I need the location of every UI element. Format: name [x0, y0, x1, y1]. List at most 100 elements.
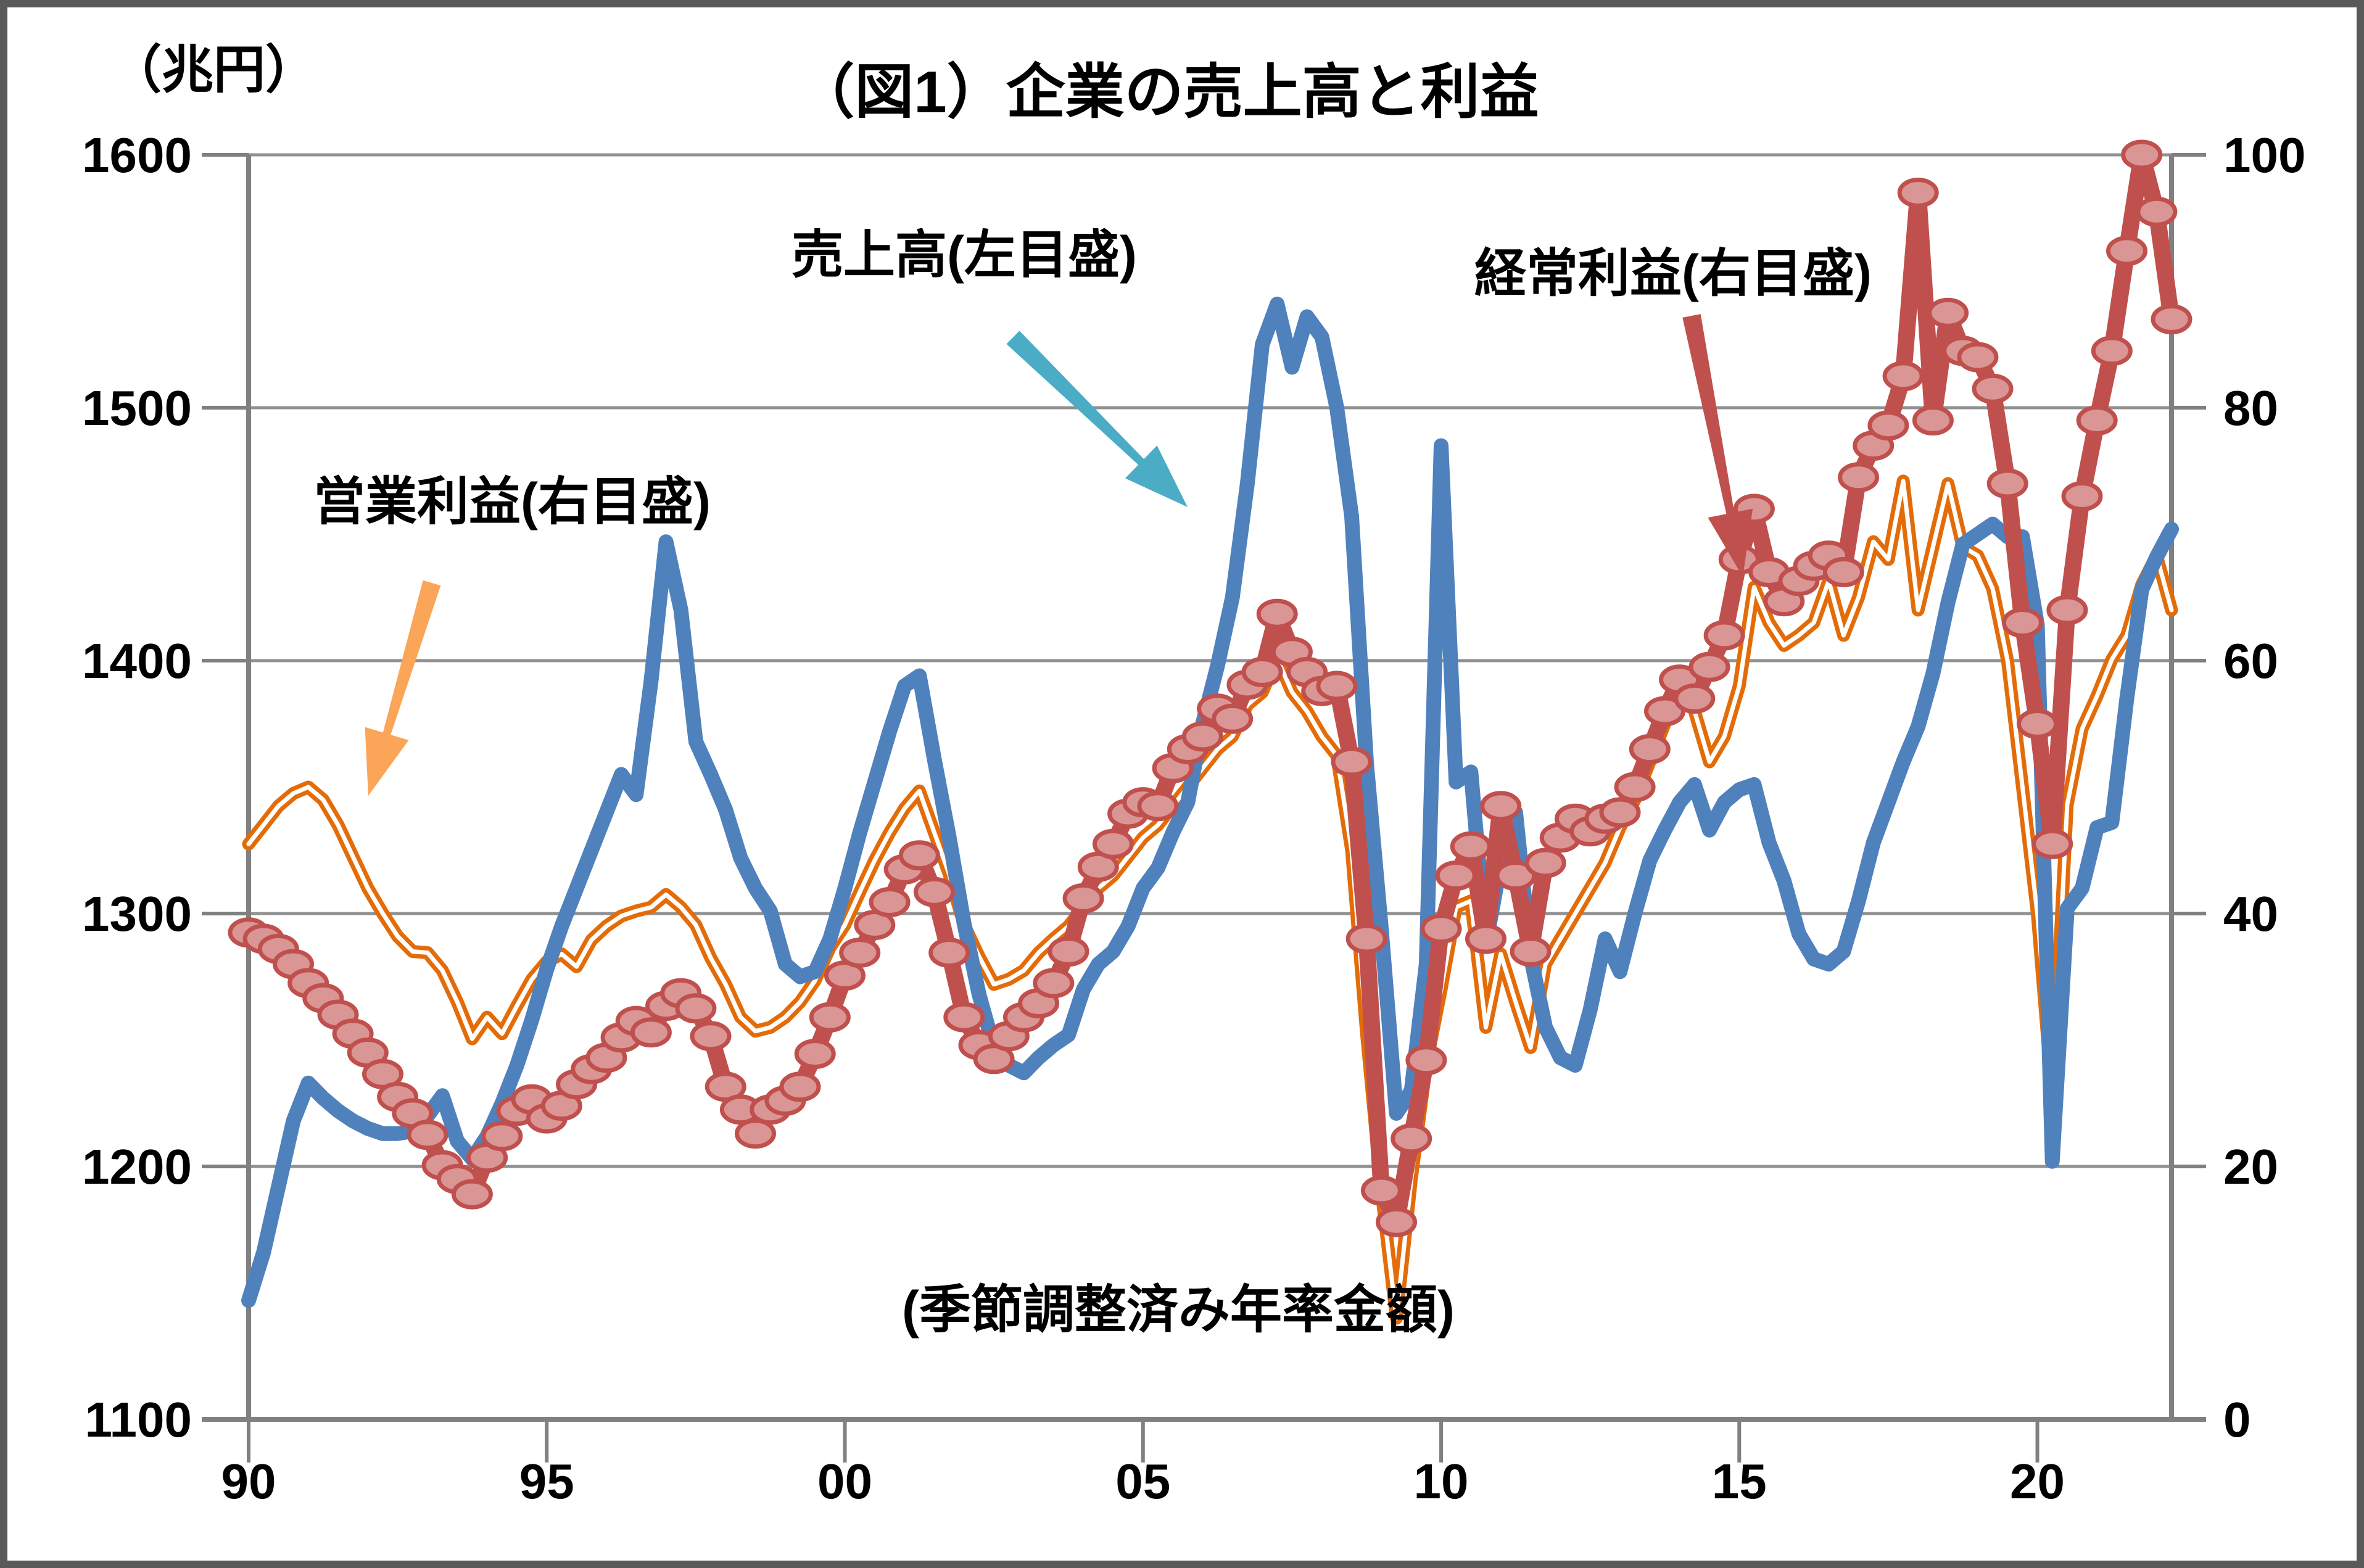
ordinary-profit-marker — [1405, 1045, 1447, 1076]
left-axis-tick-label: 1500 — [82, 381, 192, 435]
ordinary-profit-marker — [451, 1179, 493, 1210]
right-axis-tick-label: 40 — [2223, 886, 2278, 941]
ordinary-profit-marker — [630, 1017, 672, 1048]
ordinary-profit-marker — [1897, 178, 1939, 208]
annotation-arrow-layer — [365, 314, 1753, 796]
ordinary-profit-arrow — [1682, 314, 1753, 577]
ordinary-profit-marker — [1465, 923, 1506, 954]
ordinary-profit-marker — [2136, 196, 2178, 227]
seasonal-adjustment-footnote: (季節調整済み年率金額) — [902, 1281, 1455, 1339]
ordinary-profit-marker — [481, 1121, 523, 1152]
ordinary-profit-marker — [407, 1120, 448, 1150]
ordinary-profit-marker — [869, 887, 911, 917]
ordinary-profit-series-label: 経常利益(右目盛) — [1474, 244, 1872, 302]
ordinary-profit-marker — [1033, 968, 1075, 999]
ordinary-profit-marker — [675, 993, 717, 1024]
ordinary-profit-marker — [1957, 342, 1999, 373]
ordinary-profit-marker — [2091, 336, 2133, 366]
ordinary-profit-marker — [1376, 1207, 1417, 1237]
ordinary-profit-marker — [1212, 703, 1254, 734]
ordinary-profit-marker — [1972, 373, 2014, 404]
right-axis-tick-label: 100 — [2223, 128, 2305, 183]
ordinary-profit-marker — [898, 840, 940, 871]
right-axis-tick-label: 0 — [2223, 1392, 2251, 1447]
ordinary-profit-marker — [735, 1118, 776, 1149]
ordinary-profit-marker — [1882, 361, 1924, 392]
ordinary-profit-marker — [2001, 608, 2043, 638]
chart-title: （図1）企業の売上高と利益 — [795, 59, 1539, 125]
operating-profit-arrow — [365, 580, 441, 796]
x-axis-tick-label: 95 — [519, 1454, 574, 1509]
ordinary-profit-marker — [2031, 828, 2073, 859]
x-axis-tick-label: 90 — [221, 1454, 276, 1509]
ordinary-profit-marker — [1331, 746, 1373, 777]
ordinary-profit-marker — [1241, 657, 1283, 687]
ordinary-profit-marker — [1838, 462, 1880, 493]
left-axis-unit-label: （兆円） — [110, 41, 317, 99]
right-axis-tick-label: 20 — [2223, 1139, 2278, 1194]
left-axis-tick-label: 1100 — [85, 1392, 192, 1447]
ordinary-profit-marker — [2061, 481, 2103, 511]
ordinary-profit-markers — [228, 139, 2192, 1237]
left-axis-tick-label: 1400 — [82, 633, 192, 688]
ordinary-profit-marker — [914, 877, 955, 907]
sales-series-label: 売上高(左目盛) — [791, 226, 1137, 284]
axis-layer — [202, 153, 2206, 1463]
ordinary-profit-marker — [1614, 772, 1656, 803]
x-axis-tick-label: 00 — [817, 1454, 872, 1509]
x-axis-tick-label: 15 — [1712, 1454, 1767, 1509]
ordinary-profit-marker — [1927, 297, 1969, 328]
ordinary-profit-marker — [1316, 671, 1358, 701]
ordinary-profit-marker — [1092, 828, 1134, 859]
x-axis-tick-label: 10 — [1414, 1454, 1469, 1509]
ordinary-profit-marker — [1435, 860, 1477, 891]
ordinary-profit-marker — [1048, 936, 1089, 967]
right-axis-tick-label: 60 — [2223, 633, 2278, 688]
ordinary-profit-marker — [1480, 791, 1522, 822]
ordinary-profit-marker — [1674, 683, 1716, 714]
ordinary-profit-marker — [1256, 598, 1298, 629]
ordinary-profit-marker — [1420, 914, 1462, 944]
operating-profit-series-label: 営業利益(右目盛) — [313, 472, 711, 530]
ordinary-profit-marker — [2046, 595, 2088, 625]
left-axis-tick-label: 1300 — [82, 886, 192, 941]
ordinary-profit-marker — [1510, 936, 1552, 967]
ordinary-profit-marker — [2076, 405, 2118, 435]
x-axis-tick-label: 20 — [2010, 1454, 2065, 1509]
ordinary-profit-marker — [1867, 410, 1909, 441]
ordinary-profit-marker — [943, 1002, 985, 1033]
ordinary-profit-marker — [1345, 923, 1387, 954]
ordinary-profit-marker — [1703, 620, 1745, 651]
operating-profit-line-inner — [246, 479, 2174, 1321]
ordinary-profit-marker — [1986, 468, 2028, 499]
left-axis-tick-label: 1200 — [82, 1139, 192, 1194]
ordinary-profit-marker — [1360, 1175, 1402, 1206]
ordinary-profit-marker — [2017, 709, 2058, 739]
left-axis-tick-label: 1600 — [82, 128, 192, 183]
ordinary-profit-marker — [839, 938, 881, 968]
ordinary-profit-marker — [1524, 848, 1566, 878]
ordinary-profit-marker — [1599, 797, 1641, 828]
ordinary-profit-marker — [2106, 236, 2147, 266]
ordinary-profit-marker — [779, 1071, 821, 1102]
right-axis-tick-label: 80 — [2223, 381, 2278, 435]
ordinary-profit-marker — [690, 1021, 732, 1052]
ordinary-profit-marker — [1912, 405, 1954, 435]
ordinary-profit-marker — [1391, 1123, 1432, 1154]
sales-arrow — [1006, 331, 1188, 507]
ordinary-profit-marker — [1629, 734, 1671, 764]
ordinary-profit-marker — [2121, 139, 2163, 170]
ordinary-profit-marker — [928, 938, 970, 968]
x-axis-tick-label: 05 — [1115, 1454, 1170, 1509]
ordinary-profit-marker — [794, 1039, 836, 1069]
ordinary-profit-marker — [1181, 721, 1223, 752]
ordinary-profit-marker — [1450, 831, 1492, 862]
ordinary-profit-marker — [1137, 791, 1179, 822]
series-layer — [228, 139, 2192, 1325]
ordinary-profit-marker — [809, 1002, 851, 1033]
ordinary-profit-marker — [1062, 883, 1104, 914]
ordinary-profit-marker — [2151, 304, 2192, 334]
